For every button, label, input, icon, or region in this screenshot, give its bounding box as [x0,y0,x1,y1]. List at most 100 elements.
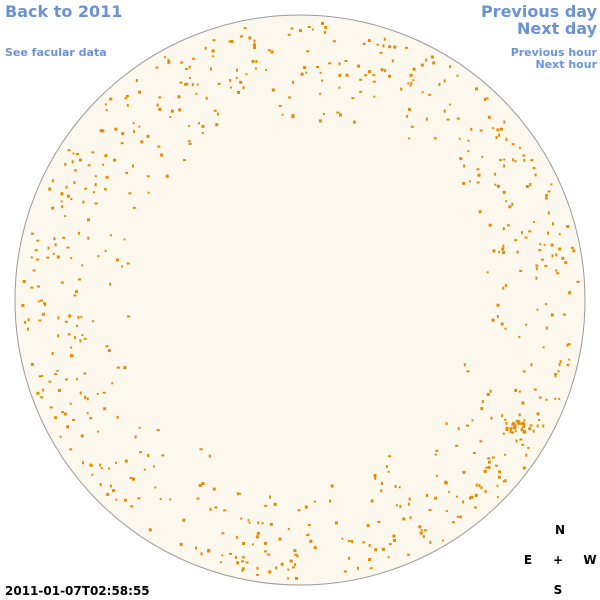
facular-spot [188,76,191,79]
facular-spot [26,327,29,331]
facular-spot [86,412,89,415]
facular-spot [425,58,428,62]
facular-spot [462,500,465,504]
facular-spot [483,470,486,473]
facular-spot [433,137,437,140]
facular-spot [126,262,130,265]
facular-spot [289,559,293,563]
next-hour-link[interactable]: Next hour [536,58,598,71]
facular-spot [87,218,90,222]
facular-spot [400,87,403,91]
facular-spot [332,40,336,43]
facular-spot [558,363,561,367]
facular-spot [70,257,73,260]
facular-spot [457,427,460,431]
facular-spot [329,499,331,503]
facular-spot [487,457,491,460]
facular-spot [474,493,478,497]
facular-spot [275,566,278,570]
facular-spot [54,243,57,247]
previous-day-link[interactable]: Previous day [481,2,598,21]
facular-spot [496,128,500,132]
facular-spot [46,256,50,259]
facular-spot [533,388,537,391]
facular-spot [330,484,334,488]
facular-spot [84,187,88,190]
facular-spot [532,167,536,170]
next-day-link[interactable]: Next day [517,19,598,38]
facular-spot [164,56,166,59]
facular-spot [213,109,217,112]
facular-spot [522,370,526,373]
facular-spot [36,258,40,261]
facular-spot [210,67,212,71]
facular-spot [287,96,291,99]
facular-spot [554,373,557,376]
facular-spot [240,517,243,520]
facular-spot [69,402,72,405]
facular-spot [201,124,205,128]
facular-spot [168,60,171,64]
facular-spot [521,443,525,446]
facular-spot [245,73,248,76]
facular-spot [94,183,97,187]
facular-spot [492,249,496,253]
facular-spot [369,567,373,570]
facular-spot [212,487,216,491]
facular-spot [406,114,409,118]
facular-spot [180,61,184,64]
facular-spot [394,484,397,488]
facular-spot [527,447,530,449]
facular-spot [94,202,98,205]
facular-spot [278,104,282,107]
facular-spot [184,68,188,70]
facular-spot [67,149,71,152]
facular-spot [426,493,428,497]
facular-spot [123,498,127,502]
facular-spot [153,465,155,468]
facular-spot [444,481,448,485]
facular-spot [161,454,165,457]
facular-spot [343,570,347,573]
back-link[interactable]: Back to 2011 [5,2,122,21]
facular-spot [521,231,523,235]
facular-spot [251,543,254,546]
facular-spot [522,154,526,157]
facular-spot [96,392,99,395]
facular-spot [235,77,238,79]
facular-spot [199,448,203,451]
facular-spot [105,345,109,348]
facular-spot [338,73,342,77]
facular-spot [490,416,493,420]
facular-spot [256,573,259,576]
facular-spot [304,505,308,509]
previous-hour-link[interactable]: Previous hour [511,46,598,59]
facular-spot [483,98,486,101]
facular-spot [94,175,97,178]
facular-spot [72,418,75,421]
facular-spot [494,172,497,176]
facular-link[interactable]: See facular data [5,46,107,59]
facular-spot [388,45,392,49]
facular-spot [138,125,141,128]
facular-spot [91,473,94,476]
facular-spot [242,86,245,90]
facular-spot [121,132,125,136]
facular-spot [256,531,260,535]
facular-spot [158,107,162,111]
facular-spot [294,553,298,556]
facular-spot [156,103,159,107]
facular-spot [421,91,424,94]
facular-spot [476,168,480,171]
facular-spot [462,470,466,474]
facular-spot [514,430,517,433]
facular-spot [554,374,557,378]
facular-spot [451,521,455,524]
facular-spot [30,286,34,289]
facular-spot [123,366,127,370]
facular-spot [76,153,79,156]
compass-south: S [554,583,563,597]
facular-spot [114,127,118,131]
facular-spot [385,465,388,468]
facular-spot [54,416,58,420]
